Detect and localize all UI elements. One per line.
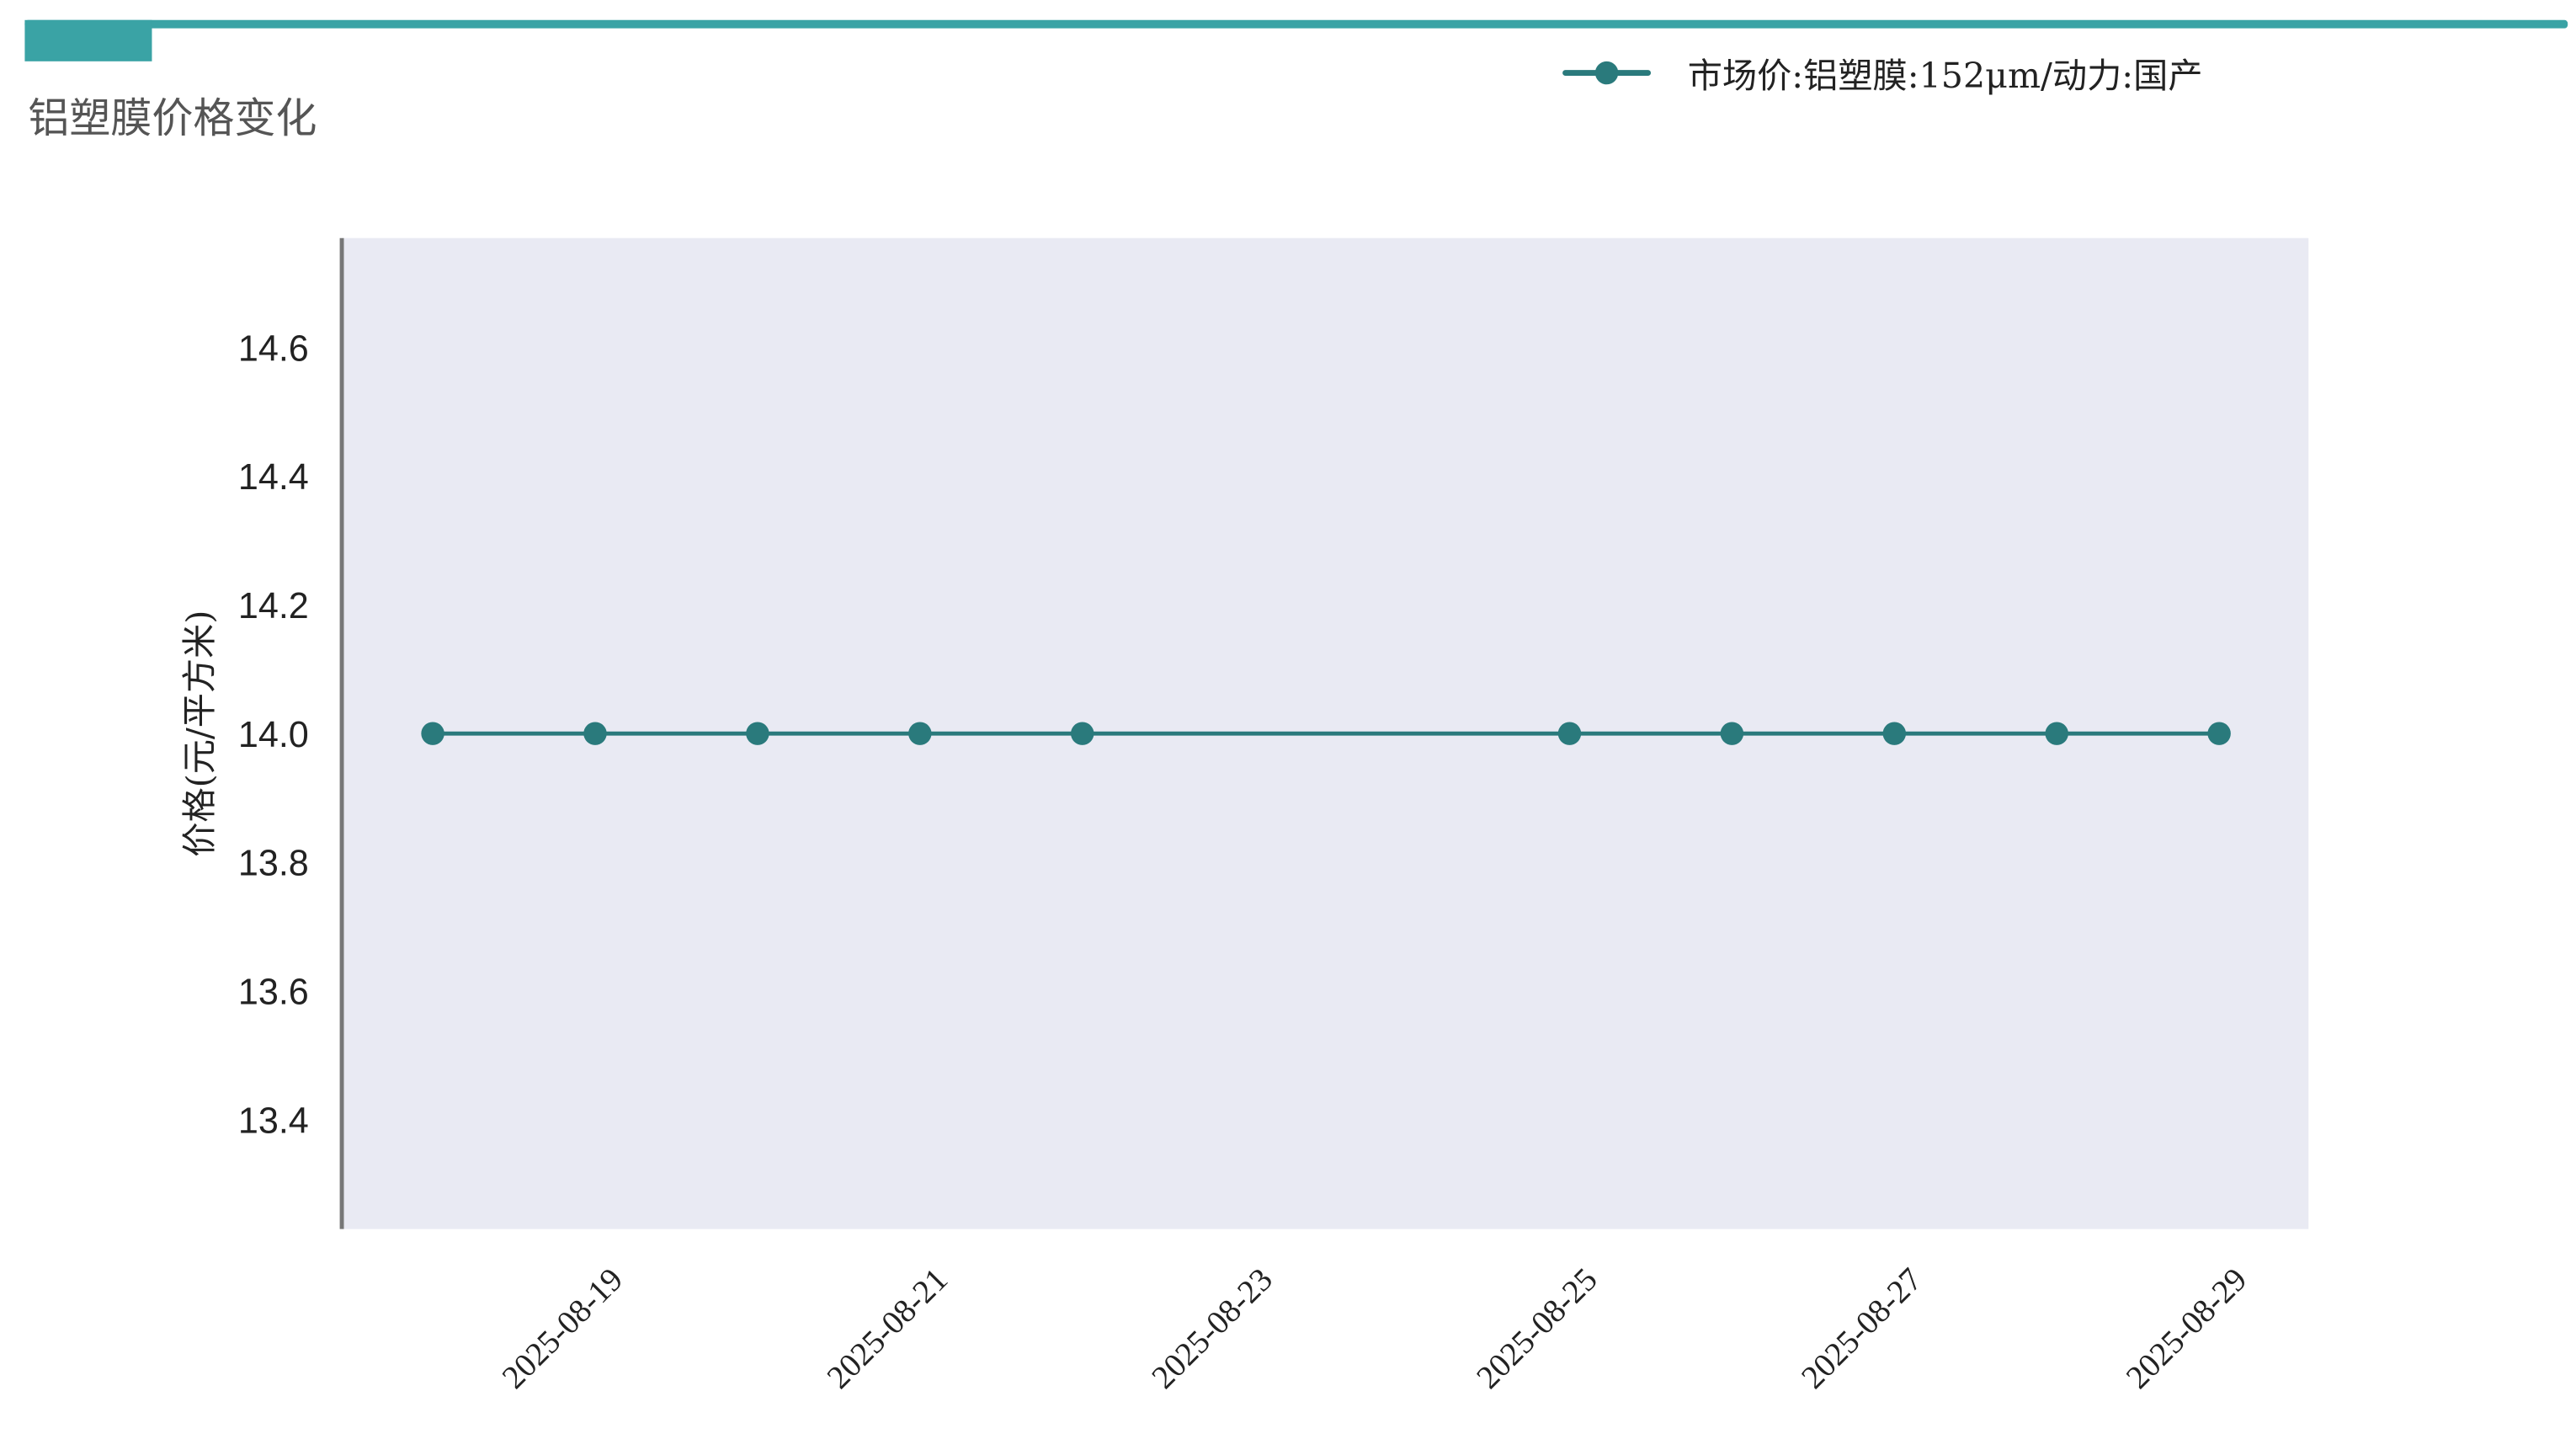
legend-marker: [1594, 61, 1619, 85]
data-point: [746, 722, 769, 745]
x-tick-label: 2025-08-23: [1145, 1261, 1280, 1396]
legend-label: 市场价:铝塑膜:152μm/动力:国产: [1688, 56, 2203, 96]
chart-title: 铝塑膜价格变化: [28, 93, 317, 142]
header-bar: [24, 19, 2568, 29]
x-tick-label: 2025-08-21: [820, 1261, 955, 1396]
data-point: [2207, 722, 2231, 745]
data-point: [2045, 722, 2068, 745]
x-tick-label: 2025-08-25: [1470, 1261, 1605, 1396]
y-tick-label: 14.0: [238, 715, 309, 755]
y-tick-label: 13.6: [238, 973, 309, 1013]
x-tick-label: 2025-08-27: [1795, 1261, 1929, 1396]
data-point: [1720, 722, 1744, 745]
legend: 市场价:铝塑膜:152μm/动力:国产: [1562, 56, 2203, 96]
data-point: [421, 722, 444, 745]
header-tab: [24, 19, 152, 61]
data-point: [1557, 722, 1582, 745]
data-point: [583, 722, 607, 745]
y-tick-label: 13.8: [238, 844, 309, 884]
y-tick-label: 14.2: [238, 586, 309, 626]
y-axis-label: 价格(元/平方米): [179, 610, 220, 857]
x-tick-label: 2025-08-19: [495, 1261, 630, 1396]
data-point: [1070, 722, 1094, 745]
data-point: [1882, 722, 1907, 745]
y-tick-label: 13.4: [238, 1101, 309, 1141]
y-tick-label: 14.6: [238, 328, 309, 369]
data-point: [908, 722, 932, 745]
y-tick-label: 14.4: [238, 457, 309, 498]
x-tick-label: 2025-08-29: [2120, 1261, 2254, 1396]
